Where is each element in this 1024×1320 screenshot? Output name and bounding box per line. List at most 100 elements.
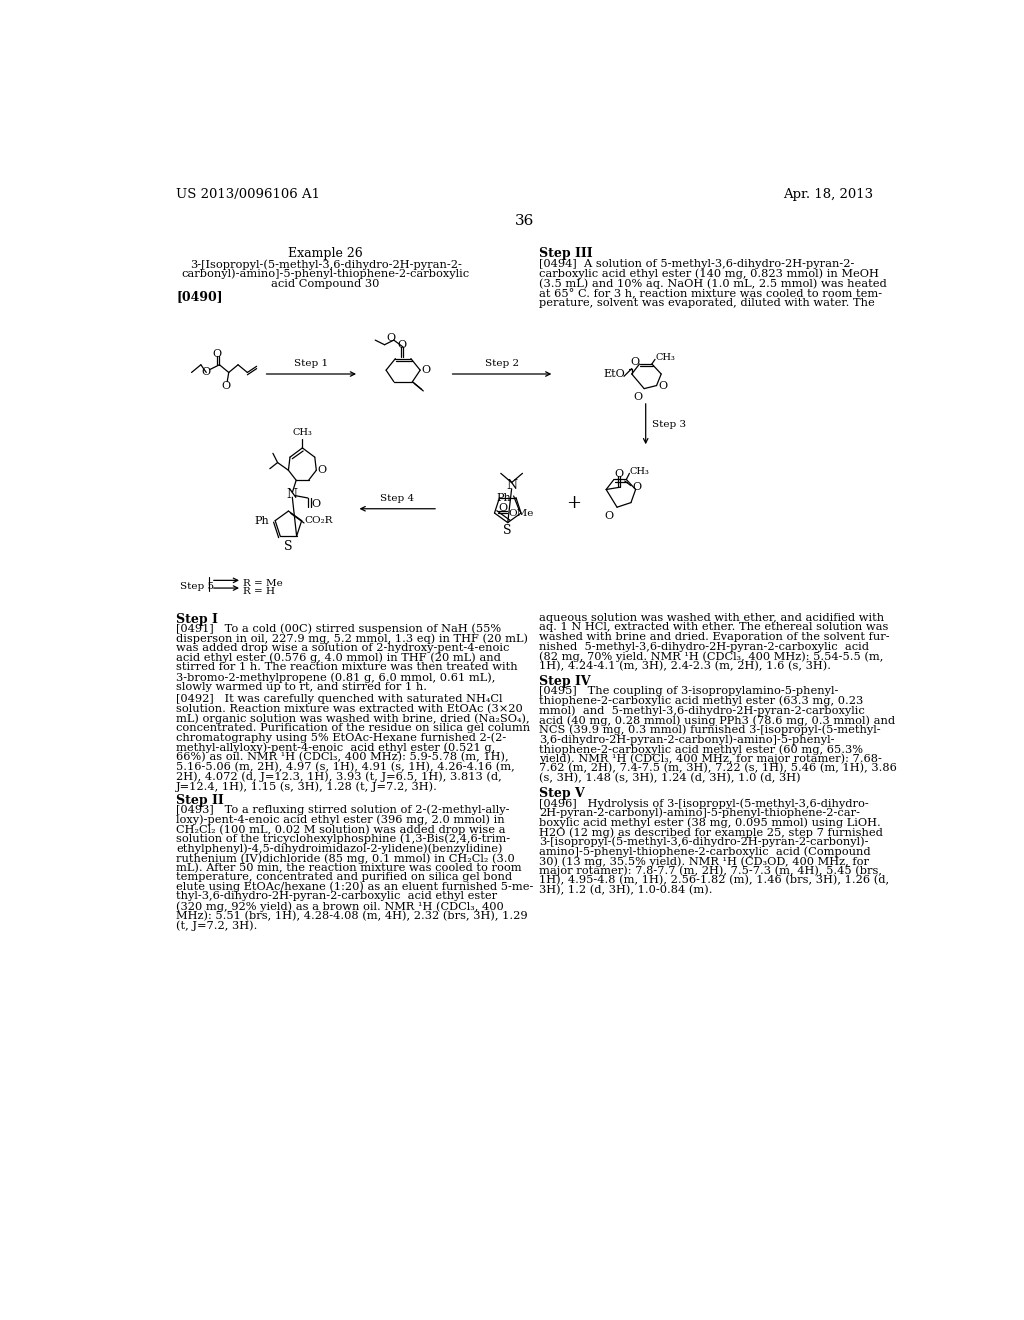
Text: disperson in oil, 227.9 mg, 5.2 mmol, 1.3 eq) in THF (20 mL): disperson in oil, 227.9 mg, 5.2 mmol, 1.… [176,634,528,644]
Text: 2H-pyran-2-carbonyl)-amino]-5-phenyl-thiophene-2-car-: 2H-pyran-2-carbonyl)-amino]-5-phenyl-thi… [539,808,860,818]
Text: (s, 3H), 1.48 (s, 3H), 1.24 (d, 3H), 1.0 (d, 3H): (s, 3H), 1.48 (s, 3H), 1.24 (d, 3H), 1.0… [539,774,801,783]
Text: Step 4: Step 4 [380,494,415,503]
Text: chromatography using 5% EtOAc-Hexane furnished 2-(2-: chromatography using 5% EtOAc-Hexane fur… [176,733,506,743]
Text: [0490]: [0490] [176,289,222,302]
Text: [0495]   The coupling of 3-isopropylamino-5-phenyl-: [0495] The coupling of 3-isopropylamino-… [539,686,838,696]
Text: O: O [221,380,230,391]
Text: 3-bromo-2-methylpropene (0.81 g, 6.0 mmol, 0.61 mL),: 3-bromo-2-methylpropene (0.81 g, 6.0 mmo… [176,672,496,682]
Text: H2O (12 mg) as described for example 25, step 7 furnished: H2O (12 mg) as described for example 25,… [539,828,883,838]
Text: yield). NMR ¹H (CDCl₃, 400 MHz, for major rotamer): 7.68-: yield). NMR ¹H (CDCl₃, 400 MHz, for majo… [539,754,882,764]
Text: O: O [202,367,211,378]
Text: CH₃: CH₃ [655,354,675,362]
Text: 30) (13 mg, 35.5% yield). NMR ¹H (CD₃OD, 400 MHz, for: 30) (13 mg, 35.5% yield). NMR ¹H (CD₃OD,… [539,857,868,867]
Text: [0492]   It was carefully quenched with saturated NH₄Cl: [0492] It was carefully quenched with sa… [176,694,503,705]
Text: carboxylic acid ethyl ester (140 mg, 0.823 mmol) in MeOH: carboxylic acid ethyl ester (140 mg, 0.8… [539,269,879,280]
Text: was added drop wise a solution of 2-hydroxy-pent-4-enoic: was added drop wise a solution of 2-hydr… [176,643,509,653]
Text: Step II: Step II [176,793,224,807]
Text: nished  5-methyl-3,6-dihydro-2H-pyran-2-carboxylic  acid: nished 5-methyl-3,6-dihydro-2H-pyran-2-c… [539,642,868,652]
Text: N: N [506,479,517,492]
Text: major rotamer): 7.8-7.7 (m, 2H), 7.5-7.3 (m, 4H), 5.45 (brs,: major rotamer): 7.8-7.7 (m, 2H), 7.5-7.3… [539,866,882,876]
Text: aqueous solution was washed with ether, and acidified with: aqueous solution was washed with ether, … [539,612,884,623]
Text: 3-[isopropyl-(5-methyl-3,6-dihydro-2H-pyran-2-carbonyl)-: 3-[isopropyl-(5-methyl-3,6-dihydro-2H-py… [539,837,868,847]
Text: (320 mg, 92% yield) as a brown oil. NMR ¹H (CDCl₃, 400: (320 mg, 92% yield) as a brown oil. NMR … [176,902,504,912]
Text: 2H), 4.072 (d, J=12.3, 1H), 3.93 (t, J=6.5, 1H), 3.813 (d,: 2H), 4.072 (d, J=12.3, 1H), 3.93 (t, J=6… [176,771,502,781]
Text: O: O [634,392,643,401]
Text: (3.5 mL) and 10% aq. NaOH (1.0 mL, 2.5 mmol) was heated: (3.5 mL) and 10% aq. NaOH (1.0 mL, 2.5 m… [539,279,887,289]
Text: 3,6-dihydro-2H-pyran-2-carbonyl)-amino]-5-phenyl-: 3,6-dihydro-2H-pyran-2-carbonyl)-amino]-… [539,734,835,744]
Text: 1H), 4.95-4.8 (m, 1H), 2.56-1.82 (m), 1.46 (brs, 3H), 1.26 (d,: 1H), 4.95-4.8 (m, 1H), 2.56-1.82 (m), 1.… [539,875,889,886]
Text: aq. 1 N HCl, extracted with ether. The ethereal solution was: aq. 1 N HCl, extracted with ether. The e… [539,622,888,632]
Text: O: O [317,465,327,475]
Text: thiophene-2-carboxylic acid methyl ester (63.3 mg, 0.23: thiophene-2-carboxylic acid methyl ester… [539,696,863,706]
Text: acid (40 mg, 0.28 mmol) using PPh3 (78.6 mg, 0.3 mmol) and: acid (40 mg, 0.28 mmol) using PPh3 (78.6… [539,715,895,726]
Text: 66%) as oil. NMR ¹H (CDCl₃, 400 MHz): 5.9-5.78 (m, 1H),: 66%) as oil. NMR ¹H (CDCl₃, 400 MHz): 5.… [176,752,509,763]
Text: [0491]   To a cold (00C) stirred suspension of NaH (55%: [0491] To a cold (00C) stirred suspensio… [176,624,501,635]
Text: Step 3: Step 3 [652,420,686,429]
Text: CO₂R: CO₂R [305,516,333,525]
Text: O: O [397,339,407,350]
Text: boxylic acid methyl ester (38 mg, 0.095 mmol) using LiOH.: boxylic acid methyl ester (38 mg, 0.095 … [539,817,881,828]
Text: MHz): 5.51 (brs, 1H), 4.28-4.08 (m, 4H), 2.32 (brs, 3H), 1.29: MHz): 5.51 (brs, 1H), 4.28-4.08 (m, 4H),… [176,911,527,921]
Text: Ph: Ph [497,492,511,503]
Text: solution of the tricyclohexylphosphine (1,3-Bis(2,4,6-trim-: solution of the tricyclohexylphosphine (… [176,834,510,845]
Text: R = Me: R = Me [244,579,284,587]
Text: Step III: Step III [539,247,592,260]
Text: mmol)  and  5-methyl-3,6-dihydro-2H-pyran-2-carboxylic: mmol) and 5-methyl-3,6-dihydro-2H-pyran-… [539,705,864,715]
Text: EtO: EtO [603,370,625,379]
Text: Step I: Step I [176,612,218,626]
Text: Example 26: Example 26 [288,247,362,260]
Text: at 65° C. for 3 h, reaction mixture was cooled to room tem-: at 65° C. for 3 h, reaction mixture was … [539,288,882,298]
Text: elute using EtOAc/hexane (1:20) as an eluent furnished 5-me-: elute using EtOAc/hexane (1:20) as an el… [176,882,534,892]
Text: (82 mg, 70% yield. NMR ¹H (CDCl₃, 400 MHz): 5.54-5.5 (m,: (82 mg, 70% yield. NMR ¹H (CDCl₃, 400 MH… [539,651,883,661]
Text: ruthenium (IV)dichloride (85 mg, 0.1 mmol) in CH₂Cl₂ (3.0: ruthenium (IV)dichloride (85 mg, 0.1 mmo… [176,853,515,863]
Text: [0496]   Hydrolysis of 3-[isopropyl-(5-methyl-3,6-dihydro-: [0496] Hydrolysis of 3-[isopropyl-(5-met… [539,799,868,809]
Text: O: O [631,358,639,367]
Text: temperature, concentrated and purified on silica gel bond: temperature, concentrated and purified o… [176,873,512,882]
Text: (t, J=7.2, 3H).: (t, J=7.2, 3H). [176,920,257,931]
Text: carbonyl)-amino]-5-phenyl-thiophene-2-carboxylic: carbonyl)-amino]-5-phenyl-thiophene-2-ca… [181,269,470,280]
Text: washed with brine and dried. Evaporation of the solvent fur-: washed with brine and dried. Evaporation… [539,632,890,642]
Text: NCS (39.9 mg, 0.3 mmol) furnished 3-[isopropyl-(5-methyl-: NCS (39.9 mg, 0.3 mmol) furnished 3-[iso… [539,725,881,735]
Text: R = H: R = H [244,586,275,595]
Text: Step V: Step V [539,787,585,800]
Text: Step 1: Step 1 [294,359,329,368]
Text: 7.62 (m, 2H), 7.4-7.5 (m, 3H), 7.22 (s, 1H), 5.46 (m, 1H), 3.86: 7.62 (m, 2H), 7.4-7.5 (m, 3H), 7.22 (s, … [539,763,897,774]
Text: 3H), 1.2 (d, 3H), 1.0-0.84 (m).: 3H), 1.2 (d, 3H), 1.0-0.84 (m). [539,884,713,895]
Text: CH₂Cl₂ (100 mL, 0.02 M solution) was added drop wise a: CH₂Cl₂ (100 mL, 0.02 M solution) was add… [176,824,506,834]
Text: CH₃: CH₃ [630,467,649,477]
Text: Step IV: Step IV [539,675,591,688]
Text: O: O [499,503,508,513]
Text: Ph: Ph [254,516,269,525]
Text: 3-[Isopropyl-(5-methyl-3,6-dihydro-2H-pyran-2-: 3-[Isopropyl-(5-methyl-3,6-dihydro-2H-py… [189,259,462,269]
Text: mL) organic solution was washed with brine, dried (Na₂SO₄),: mL) organic solution was washed with bri… [176,714,529,725]
Text: 1H), 4.24-4.1 (m, 3H), 2.4-2.3 (m, 2H), 1.6 (s, 3H).: 1H), 4.24-4.1 (m, 3H), 2.4-2.3 (m, 2H), … [539,661,830,671]
Text: amino]-5-phenyl-thiophene-2-carboxylic  acid (Compound: amino]-5-phenyl-thiophene-2-carboxylic a… [539,846,870,857]
Text: solution. Reaction mixture was extracted with EtOAc (3×20: solution. Reaction mixture was extracted… [176,704,523,714]
Text: methyl-allyloxy)-pent-4-enoic  acid ethyl ester (0.521 g,: methyl-allyloxy)-pent-4-enoic acid ethyl… [176,742,496,752]
Text: slowly warmed up to rt, and stirred for 1 h.: slowly warmed up to rt, and stirred for … [176,681,427,692]
Text: acid Compound 30: acid Compound 30 [271,279,380,289]
Text: S: S [504,524,512,537]
Text: [0494]  A solution of 5-methyl-3,6-dihydro-2H-pyran-2-: [0494] A solution of 5-methyl-3,6-dihydr… [539,259,854,269]
Text: O: O [422,366,431,375]
Text: ethylphenyl)-4,5-dihydroimidazol-2-ylidene)(benzylidine): ethylphenyl)-4,5-dihydroimidazol-2-ylide… [176,843,503,854]
Text: J=12.4, 1H), 1.15 (s, 3H), 1.28 (t, J=7.2, 3H).: J=12.4, 1H), 1.15 (s, 3H), 1.28 (t, J=7.… [176,781,438,792]
Text: N: N [287,487,298,500]
Text: concentrated. Purification of the residue on silica gel column: concentrated. Purification of the residu… [176,723,530,733]
Text: US 2013/0096106 A1: US 2013/0096106 A1 [176,187,321,201]
Text: +: + [566,495,582,512]
Text: S: S [285,540,293,553]
Text: loxy)-pent-4-enoic acid ethyl ester (396 mg, 2.0 mmol) in: loxy)-pent-4-enoic acid ethyl ester (396… [176,814,505,825]
Text: [0493]   To a refluxing stirred solution of 2-(2-methyl-ally-: [0493] To a refluxing stirred solution o… [176,805,510,816]
Text: stirred for 1 h. The reaction mixture was then treated with: stirred for 1 h. The reaction mixture wa… [176,663,518,672]
Text: O: O [311,499,321,510]
Text: mL). After 50 min, the reaction mixture was cooled to room: mL). After 50 min, the reaction mixture … [176,862,521,873]
Text: O: O [658,380,668,391]
Text: 36: 36 [515,214,535,228]
Text: Apr. 18, 2013: Apr. 18, 2013 [783,187,873,201]
Text: thiophene-2-carboxylic acid methyl ester (60 mg, 65.3%: thiophene-2-carboxylic acid methyl ester… [539,744,863,755]
Text: 5.16-5.06 (m, 2H), 4.97 (s, 1H), 4.91 (s, 1H), 4.26-4.16 (m,: 5.16-5.06 (m, 2H), 4.97 (s, 1H), 4.91 (s… [176,762,515,772]
Text: thyl-3,6-dihydro-2H-pyran-2-carboxylic  acid ethyl ester: thyl-3,6-dihydro-2H-pyran-2-carboxylic a… [176,891,498,902]
Text: O: O [213,348,221,359]
Text: O: O [605,511,614,521]
